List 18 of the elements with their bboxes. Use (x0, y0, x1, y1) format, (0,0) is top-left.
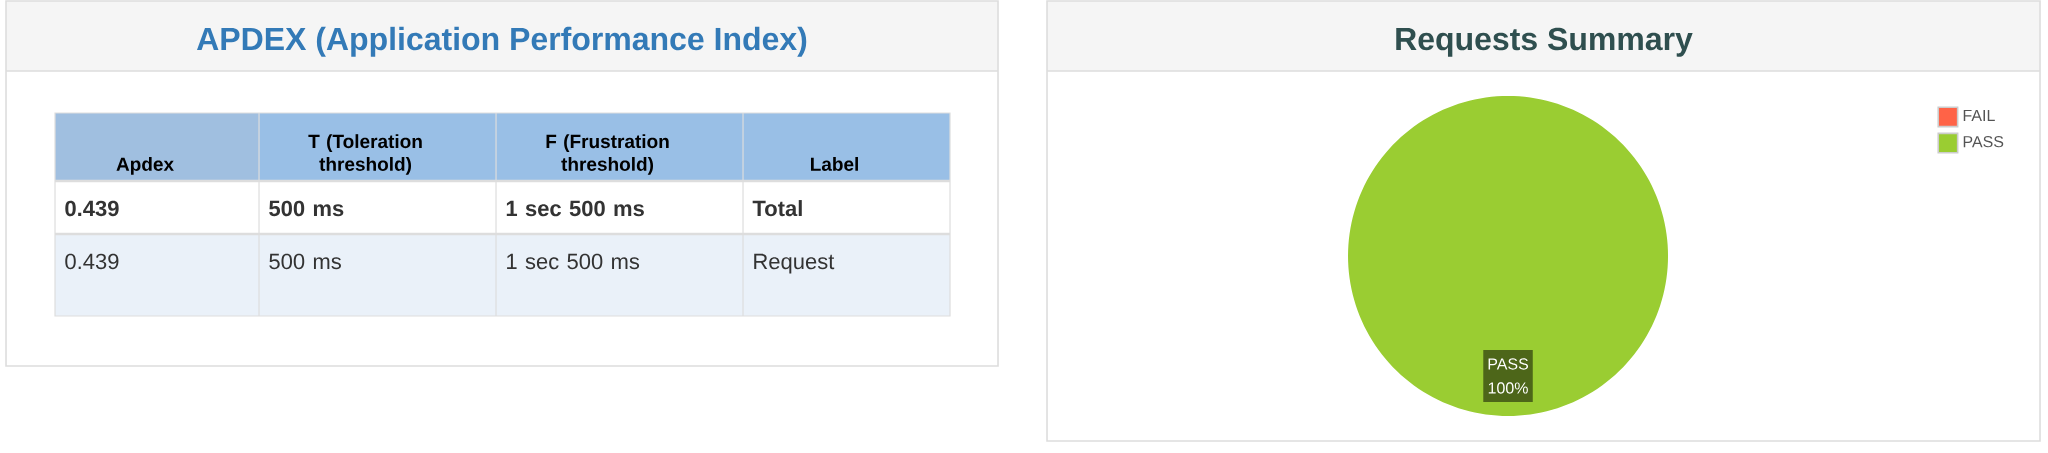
text: Request (754, 253, 835, 274)
text: APDEX (Application Performance Index) (196, 26, 807, 57)
text: 1 sec 500 ms (507, 253, 640, 270)
legend-label: PASS (1963, 136, 2004, 148)
text: 0.439 (65, 200, 119, 217)
text: 1 sec 500 ms (506, 200, 644, 217)
data-label: 100% (1488, 382, 1528, 394)
text: Total (752, 200, 802, 217)
legend-label: FAIL (1963, 109, 1995, 121)
category-label: Label (810, 156, 858, 171)
text: 500 ms (269, 253, 341, 270)
category-label: T (Toleration threshold) (308, 134, 422, 175)
text: 0.439 (65, 253, 119, 270)
category-label: F (Frustration threshold) (546, 134, 669, 175)
text: 500 ms (269, 200, 344, 217)
chart-title: Requests Summary (1396, 27, 1693, 57)
slice-label: PASS (1488, 358, 1529, 370)
category-label: Apdex (116, 156, 174, 175)
